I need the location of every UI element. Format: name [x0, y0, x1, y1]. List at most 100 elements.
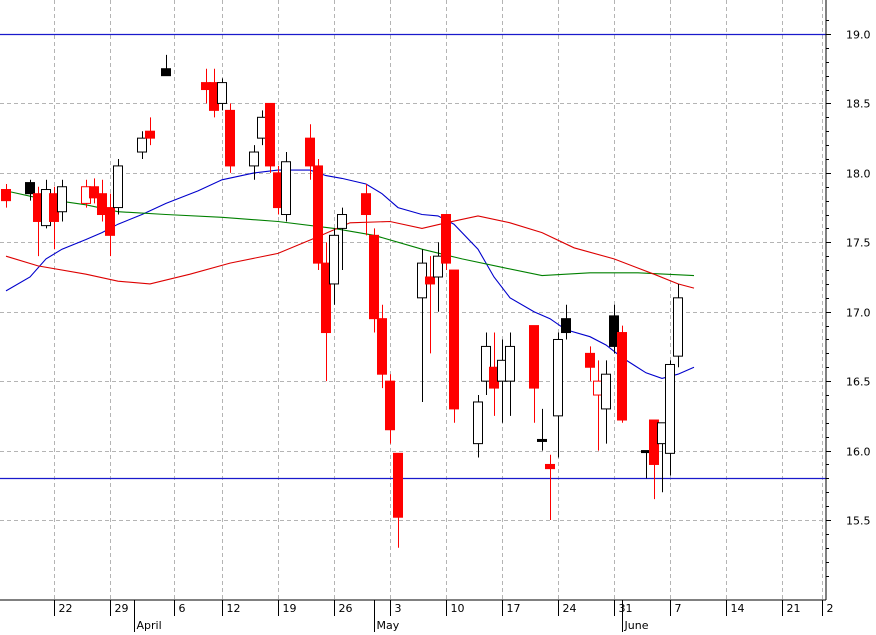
candle [281, 152, 291, 222]
candle-body [97, 193, 107, 216]
candle-body [329, 234, 339, 285]
x-tick-label: 19 [283, 602, 297, 615]
candle [361, 183, 371, 236]
y-ticks-layer: 15.5 16.0 16.5 17.0 17.5 18.0 18.5 19.0 [826, 20, 871, 577]
candle [665, 360, 675, 476]
candle-body [449, 269, 459, 410]
candle-body [89, 186, 99, 199]
y-tick-label: 19.0 [846, 29, 871, 42]
candle [617, 325, 627, 423]
candle [313, 158, 323, 271]
candle [97, 179, 107, 222]
candle [329, 228, 339, 305]
candle [385, 374, 395, 444]
candle-body [369, 234, 379, 320]
candle-body [585, 352, 595, 368]
x-tick-label: 6 [179, 602, 186, 615]
candle [265, 102, 275, 173]
candle [553, 332, 563, 458]
candle-body [553, 338, 563, 417]
x-tick-label: 12 [227, 602, 241, 615]
candle-body [505, 345, 515, 382]
candle [425, 256, 435, 354]
candle [585, 346, 595, 382]
candle-body [225, 109, 235, 167]
candle [225, 103, 235, 173]
candle-body [361, 193, 371, 216]
y-tick-label: 16.0 [846, 446, 871, 459]
candle-body [281, 161, 291, 216]
candle-body [425, 276, 435, 285]
candle [441, 214, 451, 271]
candle [537, 408, 547, 451]
candle [105, 193, 115, 257]
candle [89, 178, 99, 204]
candle [25, 179, 35, 201]
candle-body [529, 325, 539, 389]
candle-body [137, 137, 147, 153]
candle [113, 158, 123, 215]
candle-body [249, 151, 259, 167]
month-label: April [137, 619, 162, 632]
candle-body [105, 207, 115, 236]
candle [145, 117, 155, 146]
candle-body [337, 214, 347, 229]
candle [393, 452, 403, 548]
candle-body [481, 345, 491, 382]
x-tick-label: 22 [59, 602, 73, 615]
y-tick-label: 15.5 [846, 515, 871, 528]
candle-body [537, 438, 547, 442]
axes-layer [0, 0, 827, 601]
candle [505, 332, 515, 416]
candle [137, 131, 147, 159]
candle [545, 454, 555, 520]
candle [449, 269, 459, 423]
candle-body [441, 214, 451, 264]
month-label: May [377, 619, 400, 632]
candle-body [377, 318, 387, 375]
candle-body [321, 262, 331, 334]
candle [369, 228, 379, 333]
candle-body [113, 165, 123, 209]
x-tick-label: 24 [563, 602, 577, 615]
candles-layer [1, 54, 683, 548]
x-tick-label: 7 [675, 602, 682, 615]
y-tick-label: 18.0 [846, 168, 871, 181]
candle-body [561, 318, 571, 334]
y-tick-label: 18.5 [846, 98, 871, 111]
candle [417, 249, 427, 402]
candle-body [385, 380, 395, 431]
candle-body [265, 102, 275, 167]
candle-body [617, 332, 627, 421]
candle-body [57, 186, 67, 213]
x-tick-label: 26 [339, 602, 353, 615]
y-tick-label: 16.5 [846, 376, 871, 389]
candle-body [217, 82, 227, 104]
y-tick-label: 17.0 [846, 307, 871, 320]
candle-body [393, 452, 403, 518]
candle [57, 179, 67, 222]
candle [673, 283, 683, 368]
candle [1, 183, 11, 208]
candle [433, 242, 443, 312]
candle [305, 124, 315, 180]
x-tick-label: 29 [115, 602, 129, 615]
candle-body [673, 297, 683, 357]
candle [377, 304, 387, 389]
x-tick-label: 10 [451, 602, 465, 615]
x-ticks-layer: 22 29 6 12 19 26 3 10 17 24 31 7 14 21 2 April May June [54, 600, 834, 632]
candle-body [473, 401, 483, 445]
candle [473, 395, 483, 458]
candle [529, 325, 539, 423]
candle-body [25, 182, 35, 195]
candle [217, 78, 227, 111]
candle-body [313, 165, 323, 264]
candle [609, 304, 619, 354]
x-tick-label: 31 [619, 602, 633, 615]
candle [561, 304, 571, 340]
candle [601, 360, 611, 444]
candle-body [161, 68, 171, 77]
candle-body [433, 255, 443, 278]
candle-body [601, 373, 611, 410]
